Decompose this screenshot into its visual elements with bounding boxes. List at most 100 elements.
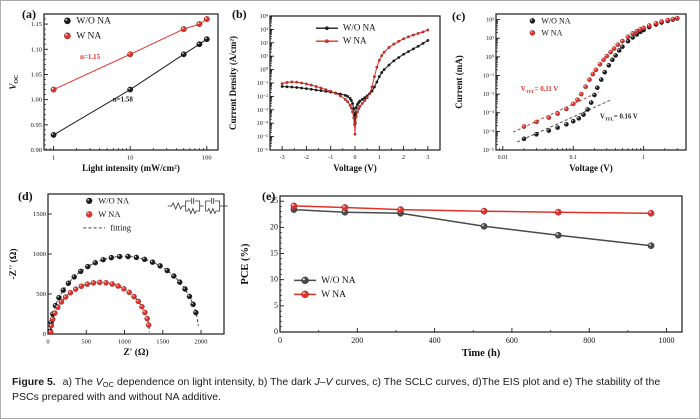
svg-text:Voltage (V): Voltage (V) [569,163,612,173]
svg-text:1500: 1500 [33,211,46,218]
svg-text:1000: 1000 [118,339,131,346]
svg-text:10⁴: 10⁴ [260,14,268,20]
svg-text:Voltage (V): Voltage (V) [333,163,376,173]
svg-text:800: 800 [583,336,595,345]
figure-caption-body: a) The VOC dependence on light intensity… [12,376,661,404]
svg-text:5: 5 [274,301,278,310]
svg-text:0.95: 0.95 [31,122,42,129]
panel-d-eis-chart: (d) 0 500 1000 1500 2000 0 500 1000 1500 Z' (Ω) -Z'… [8,189,228,358]
svg-text:W NA: W NA [321,290,346,300]
svg-text:100: 100 [202,155,212,162]
svg-text:1000: 1000 [659,336,675,345]
svg-text:0: 0 [43,331,46,338]
svg-text:1.10: 1.10 [31,46,42,53]
figure-caption-label: Figure 5. [12,376,56,388]
svg-text:1.00: 1.00 [31,97,42,104]
svg-text:10⁻²: 10⁻² [483,92,494,98]
svg-text:0: 0 [354,155,357,161]
svg-text:10²: 10² [486,18,494,24]
svg-text:10¹: 10¹ [260,54,268,60]
panel-e-stability-chart: (e) 0 200 400 600 800 1000 0 5 10 15 20 25 Time (h) PC… [240,189,683,359]
svg-text:-Z'' (Ω): -Z'' (Ω) [8,248,19,279]
svg-text:0.90: 0.90 [31,147,42,154]
svg-text:15: 15 [270,249,278,258]
svg-text:0: 0 [274,327,278,336]
svg-text:W NA: W NA [343,36,367,46]
svg-text:1000: 1000 [33,251,46,258]
svg-text:Z' (Ω): Z' (Ω) [123,347,148,358]
svg-text:0.1: 0.1 [569,155,577,161]
panel-c-sclc-chart: (c) 0.01 0.1 1 10⁻⁵ 10⁻⁴ 10⁻³ 10⁻² 10⁻¹ 10⁰ 10¹ 10²… [452,9,687,173]
svg-text:W/O NA: W/O NA [98,195,130,205]
svg-text:10⁻²: 10⁻² [257,94,268,100]
svg-text:20: 20 [270,222,278,231]
svg-text:W/O NA: W/O NA [76,16,111,26]
equivalent-circuit-inset [167,198,228,215]
svg-text:Current Density (A/cm²): Current Density (A/cm²) [228,36,238,130]
svg-text:25: 25 [270,196,278,205]
svg-text:W NA: W NA [98,209,121,219]
svg-text:0: 0 [46,339,49,346]
svg-text:10⁻³: 10⁻³ [483,111,494,117]
svg-text:500: 500 [81,339,91,346]
svg-text:W/O NA: W/O NA [321,276,356,286]
svg-text:-3: -3 [280,155,285,161]
svg-text:10⁻⁵: 10⁻⁵ [257,135,268,141]
svg-text:fitting: fitting [110,222,132,232]
svg-text:0: 0 [278,336,282,345]
svg-text:Time (h): Time (h) [462,348,501,359]
svg-text:1.15: 1.15 [31,21,42,28]
svg-text:n=1.58: n=1.58 [113,96,134,104]
svg-text:(d): (d) [18,189,33,203]
svg-text:3: 3 [426,155,429,161]
svg-text:10⁻⁴: 10⁻⁴ [257,121,268,127]
svg-text:10: 10 [127,155,134,162]
svg-text:2000: 2000 [195,339,208,346]
svg-text:10⁻⁴: 10⁻⁴ [483,129,494,135]
svg-text:10⁻⁶: 10⁻⁶ [257,148,268,154]
svg-text:10⁻³: 10⁻³ [257,108,268,114]
svg-text:500: 500 [36,291,46,298]
panel-a-voc-light-intensity-chart: (a) 1 10 100 0.90 0.95 1.00 1.05 1.10 1.15 Light i… [8,7,219,173]
svg-text:(e): (e) [262,189,275,203]
svg-text:VTFL= 0.11 V: VTFL= 0.11 V [521,86,559,94]
svg-text:2: 2 [402,155,405,161]
svg-text:VOC: VOC [8,74,20,89]
svg-text:10⁰: 10⁰ [486,54,495,61]
panel-b-dark-jv-chart: (b) -3 -2 -1 0 1 2 3 10⁻⁶ 10⁻⁵ 10⁻⁴ 10⁻³ 10⁻² 10⁻¹ 10⁰… [228,7,441,173]
svg-text:Current (mA): Current (mA) [454,55,464,109]
svg-text:W NA: W NA [76,31,101,41]
svg-text:10⁻⁵: 10⁻⁵ [483,148,494,154]
svg-text:(b): (b) [232,7,247,21]
svg-text:W NA: W NA [541,28,562,37]
svg-text:10²: 10² [260,41,268,47]
svg-text:1.05: 1.05 [31,71,42,78]
svg-text:n=1.15: n=1.15 [80,53,101,61]
svg-text:1: 1 [378,155,381,161]
svg-text:10¹: 10¹ [486,36,494,42]
svg-text:Light intensity (mW/cm²): Light intensity (mW/cm²) [82,163,180,173]
svg-text:10⁰: 10⁰ [260,67,269,74]
svg-text:10⁻¹: 10⁻¹ [483,73,494,79]
svg-text:W/O NA: W/O NA [343,23,376,33]
svg-text:400: 400 [429,336,441,345]
svg-text:1500: 1500 [156,339,169,346]
svg-text:1: 1 [52,155,55,162]
figure-row-top: (a) 1 10 100 0.90 0.95 1.00 1.05 1.10 1.15 Light i… [2,2,698,184]
figure-row-bottom: (d) 0 500 1000 1500 2000 0 500 1000 1500 Z' (Ω) -Z'… [2,184,698,370]
svg-text:W/O NA: W/O NA [541,16,570,25]
svg-text:10³: 10³ [260,27,268,33]
svg-text:10: 10 [270,275,278,284]
figure-caption: Figure 5. a) The VOC dependence on light… [2,370,698,404]
svg-text:600: 600 [506,336,518,345]
svg-text:(a): (a) [22,7,36,21]
svg-text:1: 1 [642,155,645,161]
svg-text:-1: -1 [328,155,333,161]
svg-text:0.01: 0.01 [498,155,509,161]
svg-text:200: 200 [351,336,363,345]
svg-text:VTFL= 0.16 V: VTFL= 0.16 V [600,113,638,121]
svg-text:-2: -2 [304,155,309,161]
svg-text:PCE (%): PCE (%) [240,243,251,285]
svg-text:10⁻¹: 10⁻¹ [257,81,268,87]
